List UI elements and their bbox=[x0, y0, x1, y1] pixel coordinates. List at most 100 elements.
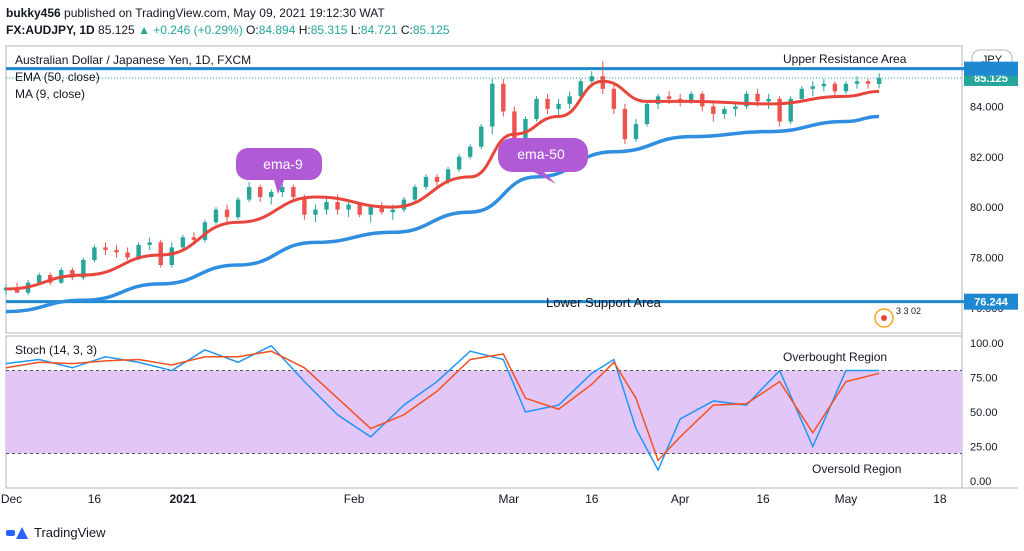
candle-body bbox=[456, 156, 462, 170]
price-tick-label: 82.000 bbox=[970, 152, 1004, 164]
time-tick-label: 2021 bbox=[169, 492, 196, 506]
support-price-label: 76.244 bbox=[974, 297, 1009, 309]
time-axis[interactable]: Dec 16 2021 Feb Mar 16 Apr 16 May 18 bbox=[1, 492, 947, 506]
low-label: L: bbox=[350, 23, 361, 37]
chart-title: Australian Dollar / Japanese Yen, 1D, FX… bbox=[15, 53, 251, 67]
legend-ema[interactable]: EMA (50, close) bbox=[15, 70, 100, 84]
ema9-bubble-label: ema-9 bbox=[263, 156, 303, 172]
candle-body bbox=[711, 106, 716, 114]
symbol-label: FX:AUDJPY, 1D bbox=[6, 23, 95, 37]
symbol-info: FX:AUDJPY, 1D 85.125 ▲ +0.246 (+0.29%) O… bbox=[6, 23, 450, 37]
candle-body bbox=[644, 103, 650, 125]
stoch-tick-label: 75.00 bbox=[970, 372, 998, 384]
lower-support-label: Lower Support Area bbox=[546, 295, 662, 310]
candle-body bbox=[523, 119, 528, 152]
publish-info: bukky456 published on TradingView.com, M… bbox=[6, 6, 385, 20]
ema50-line bbox=[5, 114, 880, 314]
time-tick-label: Feb bbox=[344, 492, 365, 506]
stoch-tick-label: 25.00 bbox=[970, 442, 998, 454]
open-label: O: bbox=[246, 23, 259, 37]
published-text: published on TradingView.com, May 09, 20… bbox=[64, 6, 385, 20]
candle-body bbox=[136, 244, 141, 258]
candle-body bbox=[722, 108, 727, 114]
support-price-tag: 76.244 bbox=[964, 293, 1018, 310]
candle-body bbox=[357, 204, 362, 215]
stoch-tick-label: 50.00 bbox=[970, 407, 998, 419]
candle-body bbox=[368, 207, 373, 215]
candle-body bbox=[755, 93, 760, 102]
price-tick-label: 84.000 bbox=[970, 101, 1004, 113]
candle-body bbox=[412, 186, 418, 200]
stoch-tick-label: 0.00 bbox=[970, 476, 991, 488]
upper-resistance-label: Upper Resistance Area bbox=[783, 52, 907, 66]
candle-body bbox=[467, 146, 473, 157]
time-tick-label: 16 bbox=[88, 492, 102, 506]
candle-body bbox=[622, 108, 628, 140]
candle-body bbox=[70, 270, 75, 278]
tradingview-logo-icon bbox=[6, 526, 30, 540]
candle-body bbox=[202, 222, 208, 240]
candle-body bbox=[423, 176, 429, 187]
candle-body bbox=[14, 287, 20, 293]
candle-body bbox=[445, 169, 451, 182]
candle-body bbox=[280, 186, 285, 193]
candle-body bbox=[191, 237, 197, 240]
price-pane-frame bbox=[5, 45, 963, 334]
candle-body bbox=[346, 204, 351, 210]
candle-body bbox=[479, 126, 484, 147]
candle-body bbox=[689, 93, 694, 102]
high-label: H: bbox=[298, 23, 311, 37]
time-tick-label: Apr bbox=[671, 492, 690, 506]
stoch-d-line bbox=[5, 350, 880, 462]
candle-body bbox=[213, 209, 219, 223]
events-markers[interactable]: 3 3 02 bbox=[874, 306, 921, 328]
overbought-label: Overbought Region bbox=[783, 350, 887, 364]
stoch-k-line bbox=[5, 344, 880, 472]
candle-body bbox=[744, 93, 749, 107]
candle-body bbox=[81, 259, 86, 278]
candle-body bbox=[92, 247, 97, 260]
stoch-band bbox=[6, 370, 962, 454]
candle-body bbox=[534, 98, 539, 120]
ma9-line bbox=[5, 79, 880, 291]
candle-body bbox=[766, 98, 771, 102]
candle-body bbox=[843, 83, 849, 92]
stoch-axis[interactable]: 100.00 75.00 50.00 25.00 0.00 bbox=[970, 338, 1004, 488]
candle-body bbox=[567, 96, 572, 104]
candle-body bbox=[501, 83, 506, 112]
candle-body bbox=[401, 199, 407, 210]
legend-stoch[interactable]: Stoch (14, 3, 3) bbox=[15, 343, 97, 357]
oversold-label: Oversold Region bbox=[812, 462, 901, 476]
candle-body bbox=[246, 186, 252, 200]
candle-body bbox=[114, 249, 119, 253]
candle-body bbox=[169, 247, 174, 266]
candle-body bbox=[103, 247, 108, 250]
candle-body bbox=[578, 81, 583, 97]
candle-body bbox=[147, 242, 152, 245]
time-tick-label: 16 bbox=[756, 492, 770, 506]
candle-body bbox=[865, 81, 871, 84]
time-tick-label: Mar bbox=[499, 492, 520, 506]
candle-body bbox=[302, 197, 307, 215]
stoch-tick-label: 100.00 bbox=[970, 338, 1004, 350]
events-label: 3 3 02 bbox=[896, 306, 921, 316]
close-label: C: bbox=[400, 23, 413, 37]
candle-body bbox=[876, 77, 882, 85]
high-value: 85.315 bbox=[310, 23, 348, 37]
candle-body bbox=[291, 186, 296, 198]
candle-body bbox=[556, 103, 561, 109]
close-value: 85.125 bbox=[412, 23, 450, 37]
candle-body bbox=[589, 76, 594, 82]
legend-ma[interactable]: MA (9, close) bbox=[15, 87, 85, 101]
footer-brand-label: TradingView bbox=[34, 525, 106, 540]
footer-brand[interactable]: TradingView bbox=[6, 525, 106, 540]
candle-body bbox=[733, 106, 738, 109]
candle-body bbox=[490, 83, 495, 127]
last-price: 85.125 bbox=[98, 23, 135, 37]
candle-body bbox=[36, 275, 42, 283]
time-tick-label: 16 bbox=[585, 492, 599, 506]
ema50-bubble-label: ema-50 bbox=[517, 146, 565, 162]
time-tick-label: 18 bbox=[933, 492, 947, 506]
